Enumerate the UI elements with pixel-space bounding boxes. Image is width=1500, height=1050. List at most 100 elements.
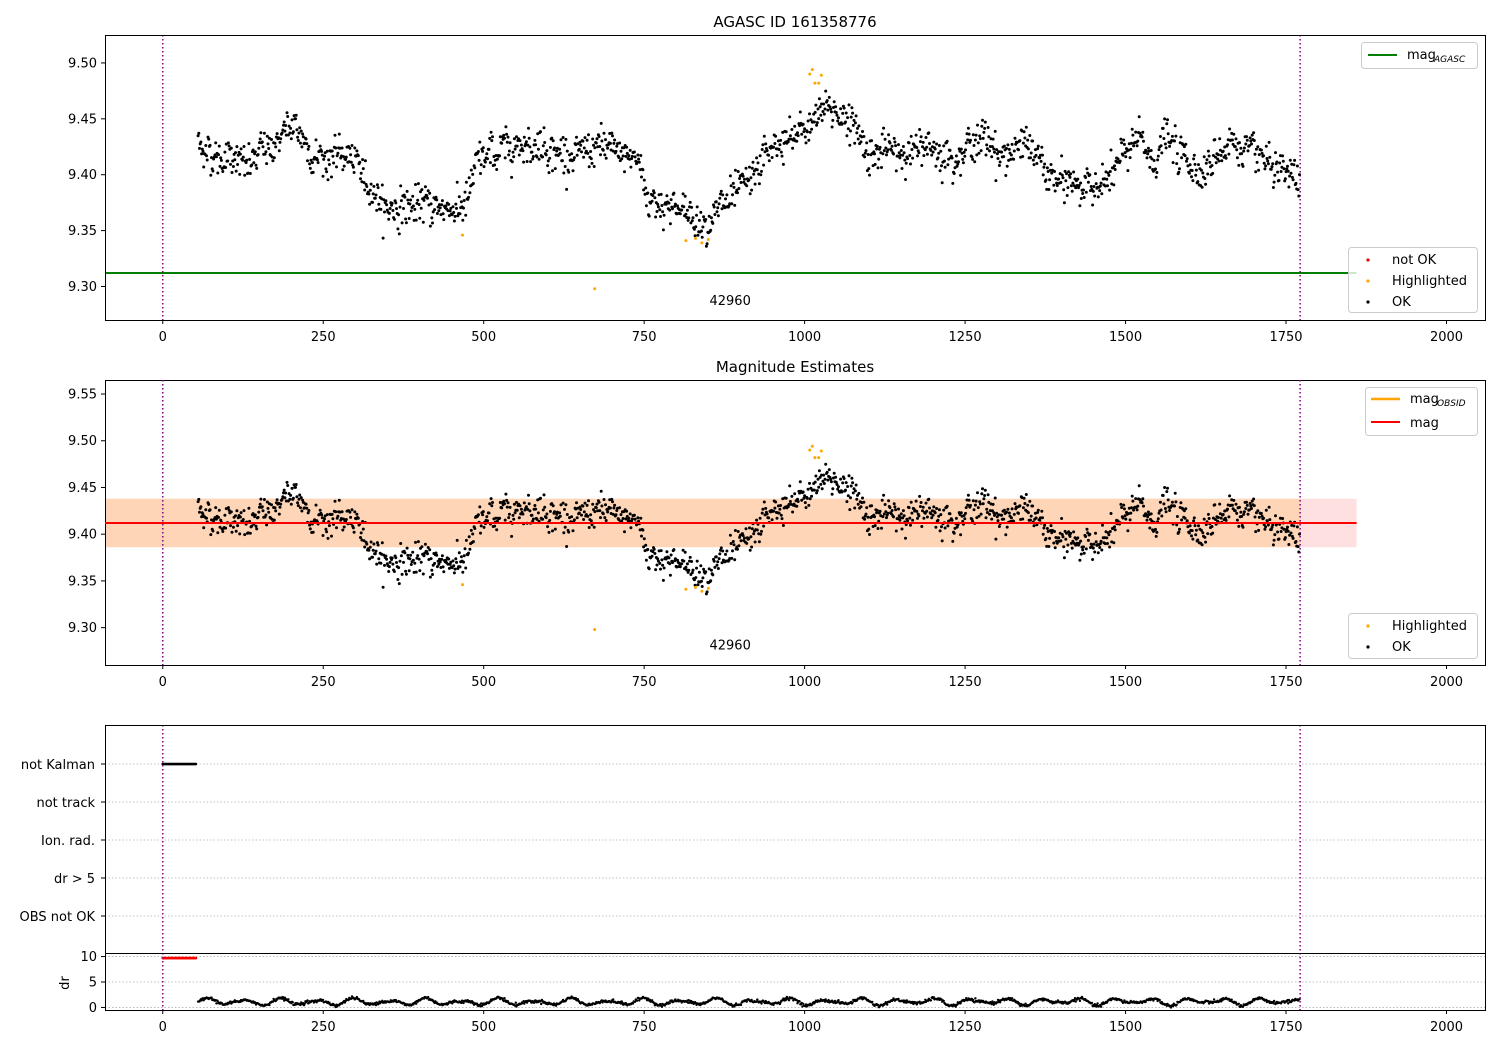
agasc-ok-point bbox=[1137, 115, 1141, 119]
magnitude-ok-point bbox=[653, 552, 657, 555]
magnitude-panel-title: Magnitude Estimates bbox=[716, 358, 874, 376]
agasc-ok-point bbox=[392, 217, 396, 221]
agasc-ok-point bbox=[1076, 177, 1080, 181]
agasc-ok-point bbox=[832, 100, 836, 104]
magnitude-ok-point bbox=[717, 557, 721, 561]
magnitude-ok-point bbox=[1002, 508, 1006, 512]
dr-point bbox=[915, 1003, 918, 1006]
magnitude-ok-point bbox=[553, 527, 557, 531]
agasc-ok-point bbox=[1224, 156, 1228, 160]
magnitude-ok-point bbox=[659, 549, 663, 553]
agasc-ok-point bbox=[802, 130, 806, 134]
agasc-ok-point bbox=[323, 154, 326, 158]
magnitude-ok-point bbox=[812, 488, 816, 492]
magnitude-ok-point bbox=[591, 502, 595, 506]
magnitude-ok-point bbox=[349, 515, 353, 519]
magnitude-ok-point bbox=[1065, 550, 1069, 554]
magnitude-ok-point bbox=[986, 493, 990, 497]
magnitude-ok-point bbox=[928, 506, 931, 510]
magnitude-ok-point bbox=[307, 509, 311, 512]
agasc-ok-point bbox=[732, 185, 736, 189]
agasc-ok-point bbox=[555, 149, 559, 153]
magnitude-estimates-panel: Magnitude Estimates 0 250 500 750 1000 1250 15… bbox=[68, 358, 1486, 690]
magnitude-ok-point bbox=[311, 530, 315, 534]
magnitude-ok-point bbox=[759, 532, 763, 536]
magnitude-ok-point bbox=[695, 566, 698, 570]
agasc-ok-point bbox=[900, 167, 904, 170]
agasc-ok-point bbox=[1203, 177, 1207, 180]
magnitude-ok-point bbox=[973, 503, 977, 507]
agasc-ok-point bbox=[599, 121, 603, 125]
magnitude-ok-point bbox=[690, 571, 694, 575]
magnitude-ok-point bbox=[570, 515, 574, 519]
agasc-ok-point bbox=[790, 128, 794, 131]
magnitude-ok-point bbox=[513, 511, 517, 515]
agasc-ok-point bbox=[1086, 171, 1090, 175]
agasc-ok-point bbox=[806, 119, 810, 123]
agasc-ok-point bbox=[1138, 131, 1142, 135]
magnitude-ok-point bbox=[230, 530, 234, 534]
agasc-ok-point bbox=[525, 160, 529, 163]
agasc-ok-point bbox=[587, 165, 591, 169]
magnitude-ok-point bbox=[324, 527, 328, 531]
magnitude-ok-point bbox=[422, 554, 426, 558]
agasc-ok-point bbox=[1002, 144, 1006, 148]
dr-point bbox=[215, 1002, 218, 1005]
agasc-ok-point bbox=[1113, 168, 1117, 171]
magnitude-ok-point bbox=[1045, 544, 1049, 548]
magnitude-ok-point bbox=[418, 569, 422, 573]
magnitude-ok-point bbox=[594, 506, 598, 510]
magnitude-ok-point bbox=[699, 564, 703, 568]
agasc-ok-point bbox=[1069, 172, 1073, 176]
agasc-ok-point bbox=[856, 137, 860, 141]
magnitude-ok-point bbox=[409, 563, 413, 566]
magnitude-ok-point bbox=[731, 549, 734, 553]
agasc-ok-point bbox=[667, 201, 671, 205]
agasc-ok-point bbox=[851, 111, 855, 115]
agasc-ok-point bbox=[1264, 164, 1268, 168]
agasc-ok-point bbox=[423, 195, 427, 199]
magnitude-ok-point bbox=[621, 517, 625, 520]
agasc-ok-point bbox=[247, 142, 251, 146]
magnitude-ok-point bbox=[1081, 548, 1085, 552]
agasc-ok-point bbox=[205, 158, 209, 162]
agasc-ok-point bbox=[462, 206, 465, 210]
agasc-ok-point bbox=[242, 145, 246, 148]
agasc-ok-point bbox=[681, 192, 685, 196]
magnitude-highlighted-point bbox=[694, 585, 697, 589]
magnitude-ok-point bbox=[806, 487, 810, 491]
agasc-ok-point bbox=[1043, 162, 1047, 166]
agasc-ok-point bbox=[696, 233, 700, 237]
agasc-ok-point bbox=[320, 153, 324, 157]
magnitude-ok-point bbox=[542, 493, 546, 497]
agasc-ok-point bbox=[1190, 175, 1193, 179]
magnitude-ok-point bbox=[359, 536, 362, 539]
agasc-ok-point bbox=[334, 146, 338, 150]
agasc-ok-point bbox=[375, 183, 379, 187]
magnitude-ok-point bbox=[1286, 529, 1290, 533]
magnitude-ok-point bbox=[1078, 558, 1082, 562]
magnitude-ok-point bbox=[862, 500, 866, 504]
magnitude-ok-point bbox=[505, 498, 509, 502]
magnitude-ok-point bbox=[355, 512, 359, 516]
magnitude-ok-point bbox=[300, 509, 304, 513]
magnitude-ok-point bbox=[314, 503, 318, 507]
agasc-ok-point bbox=[356, 154, 360, 158]
agasc-ok-point bbox=[1060, 154, 1064, 158]
agasc-ok-point bbox=[694, 225, 698, 229]
agasc-ok-point bbox=[341, 168, 345, 172]
agasc-ok-point bbox=[658, 208, 662, 212]
agasc-ok-point bbox=[1075, 184, 1079, 187]
magnitude-ok-point bbox=[791, 510, 795, 514]
magnitude-ok-point bbox=[482, 525, 486, 529]
agasc-highlighted-point bbox=[684, 239, 688, 243]
magnitude-ok-point bbox=[606, 510, 610, 514]
magnitude-ok-point bbox=[524, 505, 528, 509]
agasc-ok-point bbox=[1059, 181, 1063, 184]
magnitude-ok-point bbox=[1135, 508, 1139, 512]
agasc-ok-point bbox=[548, 156, 552, 160]
magnitude-ok-point bbox=[969, 503, 972, 507]
magnitude-ok-point bbox=[336, 514, 340, 518]
agasc-ok-point bbox=[772, 145, 775, 149]
magnitude-ok-point bbox=[199, 505, 203, 509]
